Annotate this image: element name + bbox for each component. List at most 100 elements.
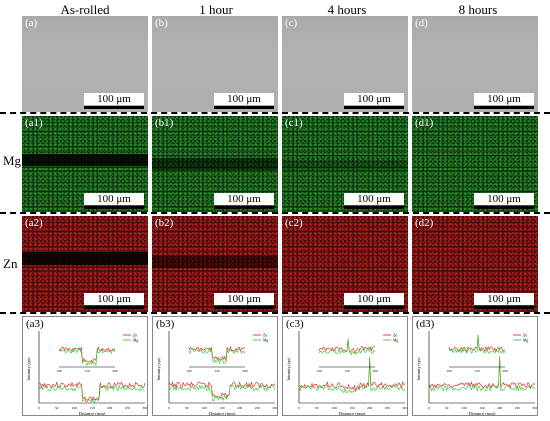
line-scan-plot-a3: 0 50 100 150 200 250 300 Distance (mm) Intensity… <box>22 316 148 416</box>
panel-label: (d3) <box>416 318 435 330</box>
line-scan-chart: 0 50 100 150 200 250 300 Distance (mm) Intensity… <box>156 331 278 415</box>
inset-x-tick-label: 100 <box>186 369 192 373</box>
zn-map-panel-d2: (d2) 100 μm <box>412 216 538 312</box>
x-tick-label: 0 <box>298 406 300 410</box>
divider-line <box>0 112 550 114</box>
panel-label: (a3) <box>26 318 44 330</box>
panel-label: (d2) <box>415 217 434 229</box>
mg-map-panel-b1: (b1) 100 μm <box>152 116 278 212</box>
x-tick-label: 100 <box>72 406 78 410</box>
panel-label: (b) <box>155 17 168 29</box>
y-axis-label: Intensity (cps) <box>286 357 291 381</box>
scale-bar: 100 μm <box>474 293 534 309</box>
panel-label: (a2) <box>25 217 43 229</box>
x-tick-label: 250 <box>255 406 261 410</box>
legend-label-mg: Mg <box>523 338 528 342</box>
inset-x-tick-label: 100 <box>446 369 452 373</box>
row-label-mg: Mg <box>3 153 22 168</box>
panel-label: (d1) <box>415 117 434 129</box>
x-tick-label: 0 <box>168 406 170 410</box>
scale-bar: 100 μm <box>214 293 274 309</box>
inset-mg-trace <box>448 334 506 355</box>
column-header-as-rolled: As-rolled <box>60 2 110 17</box>
mg-map-panel-d1: (d1) 100 μm <box>412 116 538 212</box>
y-axis-label: Intensity (cps) <box>156 357 161 381</box>
scale-bar: 100 μm <box>84 293 144 309</box>
x-axis-label: Distance (mm) <box>469 411 496 416</box>
x-tick-label: 250 <box>385 406 391 410</box>
sem-panel-a: (a) 100 μm <box>22 16 148 112</box>
legend-label-zn: Zn <box>523 333 527 337</box>
x-tick-label: 300 <box>142 406 148 410</box>
x-tick-label: 200 <box>367 406 373 410</box>
x-tick-label: 300 <box>532 406 538 410</box>
x-tick-label: 50 <box>445 406 449 410</box>
legend-label-zn: Zn <box>133 333 137 337</box>
panel-label: (b2) <box>155 217 174 229</box>
mg-trace <box>38 384 145 404</box>
inset-x-tick-label: 100 <box>316 369 322 373</box>
x-axis-label: Distance (mm) <box>79 411 106 416</box>
scale-bar: 100 μm <box>344 93 404 109</box>
scale-bar: 100 μm <box>84 193 144 209</box>
zn-map-panel-c2: (c2) 100 μm <box>282 216 408 312</box>
x-tick-label: 300 <box>402 406 408 410</box>
x-tick-label: 150 <box>89 406 95 410</box>
x-tick-label: 150 <box>479 406 485 410</box>
x-axis-label: Distance (mm) <box>339 411 366 416</box>
line-scan-plot-b3: 0 50 100 150 200 250 300 Distance (mm) Intensity… <box>152 316 278 416</box>
divider-line <box>0 212 550 214</box>
panel-label: (a) <box>25 17 38 29</box>
x-tick-label: 200 <box>497 406 503 410</box>
x-tick-label: 250 <box>125 406 131 410</box>
panel-label: (c2) <box>285 217 303 229</box>
inset-x-tick-label: 200 <box>502 369 508 373</box>
x-tick-label: 150 <box>349 406 355 410</box>
mg-trace <box>298 359 406 394</box>
mg-map-panel-c1: (c1) 100 μm <box>282 116 408 212</box>
inset-x-tick-label: 200 <box>242 369 248 373</box>
y-axis-label: Intensity (cps) <box>26 357 31 381</box>
legend-label-mg: Mg <box>263 338 268 342</box>
scale-bar: 100 μm <box>344 193 404 209</box>
zn-trace <box>428 356 536 389</box>
x-tick-label: 200 <box>107 406 113 410</box>
inset-mg-trace <box>318 339 376 356</box>
x-tick-label: 50 <box>185 406 189 410</box>
panel-label: (c) <box>285 17 298 29</box>
x-tick-label: 50 <box>55 406 59 410</box>
column-header-8-hours: 8 hours <box>458 2 498 17</box>
scale-bar: 100 μm <box>474 93 534 109</box>
legend-label-mg: Mg <box>393 338 398 342</box>
legend-label-zn: Zn <box>263 333 267 337</box>
inset-zn-trace <box>188 346 246 362</box>
panel-label: (d) <box>415 17 428 29</box>
x-tick-label: 100 <box>202 406 208 410</box>
scale-bar: 100 μm <box>84 93 144 109</box>
inset-x-tick-label: 150 <box>214 369 220 373</box>
panel-label: (b1) <box>155 117 174 129</box>
sem-panel-c: (c) 100 μm <box>282 16 408 112</box>
x-tick-label: 300 <box>272 406 278 410</box>
inset-mg-trace <box>58 347 116 367</box>
row-label-zn: Zn <box>3 256 18 271</box>
scale-bar: 100 μm <box>214 193 274 209</box>
legend-label-zn: Zn <box>393 333 397 337</box>
zn-map-panel-b2: (b2) 100 μm <box>152 216 278 312</box>
panel-label: (b3) <box>156 318 175 330</box>
divider-line <box>0 312 550 314</box>
line-scan-plot-c3: 0 50 100 150 200 250 300 Distance (mm) Intensity… <box>282 316 408 416</box>
panel-label: (c3) <box>286 318 304 330</box>
scale-bar: 100 μm <box>214 93 274 109</box>
scale-bar: 100 μm <box>344 293 404 309</box>
x-tick-label: 200 <box>237 406 243 410</box>
inset-x-tick-label: 200 <box>372 369 378 373</box>
x-tick-label: 50 <box>315 406 319 410</box>
inset-x-tick-label: 150 <box>474 369 480 373</box>
mg-trace <box>428 358 536 392</box>
inset-zn-trace <box>58 345 116 364</box>
zn-trace <box>38 381 146 403</box>
scale-bar: 100 μm <box>474 193 534 209</box>
zn-map-panel-a2: (a2) 100 μm <box>22 216 148 312</box>
x-tick-label: 0 <box>38 406 40 410</box>
